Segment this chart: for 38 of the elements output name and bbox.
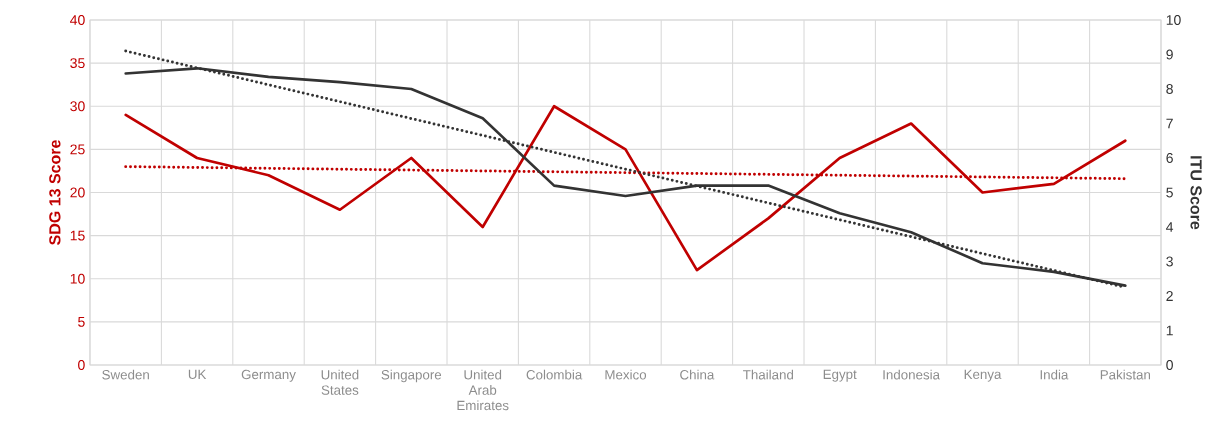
y-tick-label: 25 [70, 144, 85, 155]
x-tick-label: UK [188, 369, 207, 380]
y2-tick-label: 9 [1166, 49, 1173, 60]
y-tick-label: 35 [70, 58, 85, 69]
x-tick-label: Sweden [102, 369, 149, 380]
line-series [124, 104, 1127, 272]
y2-tick-label: 0 [1166, 360, 1173, 370]
y2-tick-label: 3 [1166, 256, 1173, 267]
y2-tick-label: 2 [1166, 291, 1173, 301]
x-tick-label: China [680, 369, 715, 380]
x-tick-label: United Arab Emirates [457, 369, 509, 411]
y-tick-label: 40 [70, 15, 85, 25]
y-axis-title: SDG 13 Score [49, 140, 61, 245]
y2-tick-label: 5 [1166, 187, 1173, 198]
y2-tick-label: 1 [1166, 325, 1173, 336]
x-tick-label: Indonesia [883, 369, 941, 380]
x-tick-label: Germany [241, 369, 296, 382]
y2-tick-label: 8 [1166, 84, 1173, 94]
y-tick-label: 20 [70, 187, 85, 198]
x-tick-label: Egypt [823, 369, 857, 382]
x-tick-label: Singapore [381, 369, 442, 383]
y2-tick-label: 10 [1166, 15, 1181, 25]
y-tick-label: 10 [70, 273, 85, 284]
y2-tick-label: 6 [1166, 153, 1173, 163]
x-tick-label: Mexico [605, 369, 647, 380]
y2-tick-label: 4 [1166, 222, 1174, 232]
y2-axis-title: ITU Score [1190, 156, 1202, 230]
x-tick-label: Colombia [526, 369, 583, 380]
y2-tick-label: 7 [1166, 118, 1173, 129]
y-tick-label: 0 [78, 360, 85, 370]
x-tick-label: India [1040, 369, 1069, 380]
y-tick-label: 30 [70, 101, 85, 112]
x-tick-label: Kenya [964, 369, 1002, 382]
x-tick-label: Thailand [743, 369, 794, 380]
y-tick-label: 5 [78, 317, 85, 327]
y-tick-label: 15 [70, 230, 85, 241]
x-tick-label: Pakistan [1100, 369, 1151, 380]
x-tick-label: United States [321, 369, 359, 395]
